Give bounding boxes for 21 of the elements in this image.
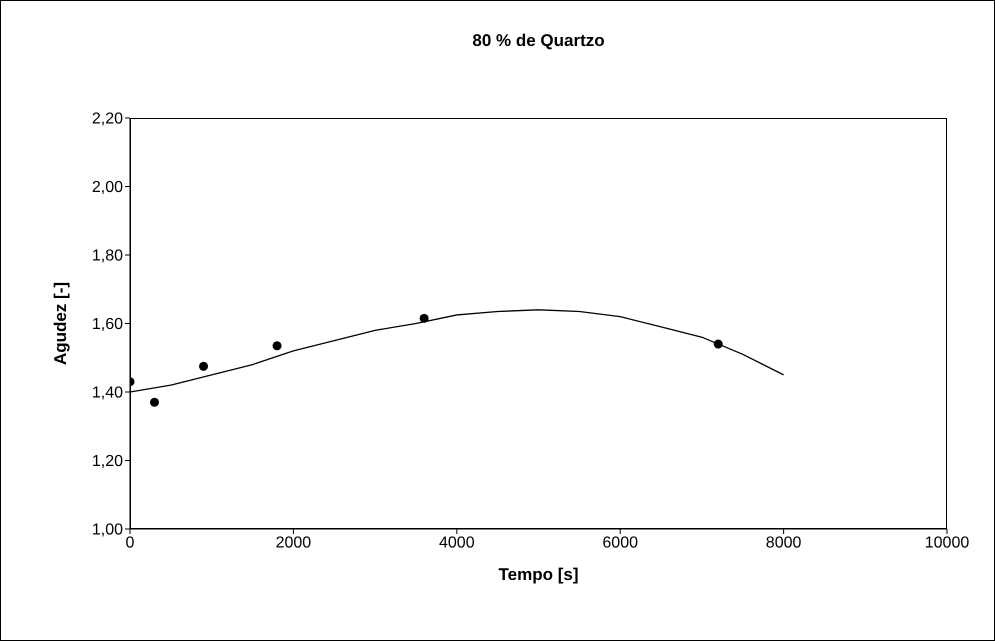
y-tick-label: 2,00 [92,179,124,196]
x-tick-label: 2000 [276,534,312,552]
y-tick-label: 1,80 [92,248,124,265]
y-tick-label: 2,20 [92,110,124,128]
x-tick-label: 10000 [924,534,970,552]
y-tick-label: 1,40 [92,384,124,402]
x-tick-label: 8000 [766,534,802,552]
y-tick-label: 1,60 [92,316,124,334]
point [714,340,723,349]
point [420,314,429,323]
point [199,362,208,371]
y-tick-label: 1,00 [92,522,124,539]
x-tick-label: 0 [126,534,135,552]
x-axis-title: Tempo [s] [498,565,578,584]
y-axis-title: Agudez [-] [51,282,70,366]
x-tick-label: 4000 [439,534,475,552]
point [272,341,282,350]
chart-title: 80 % de Quartzo [471,31,606,51]
x-tick-label: 6000 [602,534,638,552]
y-tick-label: 1,20 [92,453,124,470]
point [150,398,160,407]
